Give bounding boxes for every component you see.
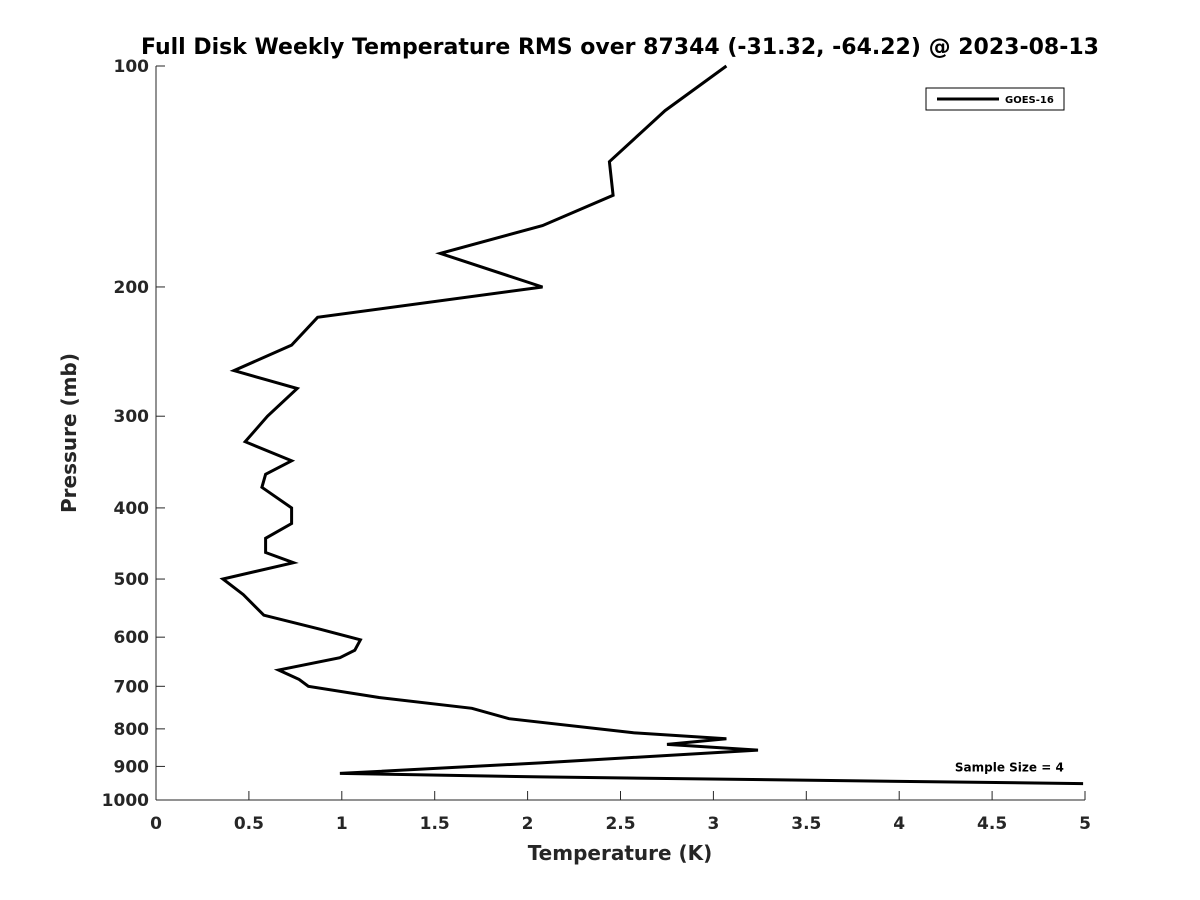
y-tick-label: 100 <box>114 57 150 77</box>
x-tick-label: 2.5 <box>605 814 635 834</box>
y-tick-label: 800 <box>114 720 150 740</box>
x-tick-label: 1.5 <box>420 814 450 834</box>
series-line-goes-16 <box>219 64 1084 786</box>
plot-area: 0 0.5 1 1.5 2 2.5 3 3.5 4 4.5 5 100 200 300 400 500 600 7… <box>102 57 1091 834</box>
chart-title: Full Disk Weekly Temperature RMS over 87… <box>141 35 1099 60</box>
x-tick-label: 1 <box>336 814 348 834</box>
x-tick-label: 0.5 <box>234 814 264 834</box>
x-tick-label: 2 <box>522 814 534 834</box>
y-tick-label: 300 <box>114 407 150 427</box>
legend-label-goes-16: GOES-16 <box>1005 95 1054 106</box>
x-tick-label: 3.5 <box>791 814 821 834</box>
x-tick-label: 0 <box>150 814 162 834</box>
y-tick-label: 900 <box>114 757 150 777</box>
y-tick-label: 600 <box>114 628 150 648</box>
legend: GOES-16 <box>925 87 1065 111</box>
y-tick-label: 500 <box>114 570 150 590</box>
x-axis-label: Temperature (K) <box>528 841 713 865</box>
sample-size-annotation: Sample Size = 4 <box>955 760 1064 774</box>
x-tick-label: 4 <box>893 814 905 834</box>
y-tick-label: 1000 <box>102 791 149 811</box>
x-tick-label: 3 <box>707 814 719 834</box>
y-tick-label: 200 <box>114 278 150 298</box>
x-tick-label: 5 <box>1079 814 1091 834</box>
x-tick-label: 4.5 <box>977 814 1007 834</box>
y-tick-label: 700 <box>114 677 150 697</box>
y-tick-label: 400 <box>114 499 150 519</box>
y-axis-label: Pressure (mb) <box>57 353 81 513</box>
